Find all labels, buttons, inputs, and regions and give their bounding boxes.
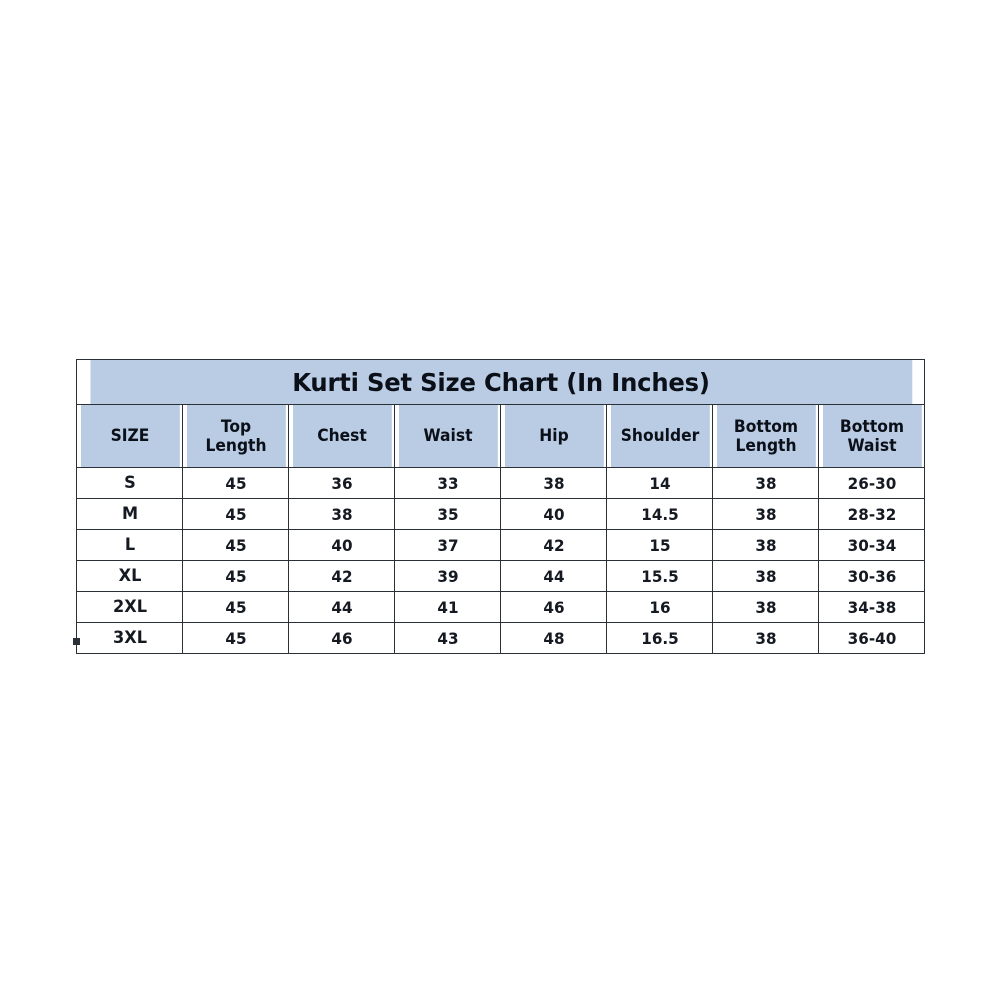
cell-bottom-length: 38 [714,498,817,530]
cell-size: XL [78,560,181,592]
cell-shoulder: 14.5 [608,498,711,530]
column-header-shoulder-line-1: Shoulder [620,426,699,446]
cell-shoulder: 16 [608,591,711,623]
column-header-bottom-waist-line-2: Waist [847,436,896,455]
cell-hip: 48 [502,622,605,654]
cell-hip: 42 [502,529,605,561]
cell-top-length: 45 [184,467,287,499]
column-header-top-length-line-2: Length [204,436,267,455]
scan-corner-marker [73,638,80,645]
column-header-hip: Hip [503,404,604,468]
cell-size: 3XL [78,622,181,654]
cell-waist: 43 [396,622,499,654]
cell-waist: 37 [396,529,499,561]
cell-hip: 44 [502,560,605,592]
column-header-size: SIZE [79,404,180,468]
cell-chest: 46 [290,622,393,654]
table-row: 3XL 45 46 43 48 16.5 38 36-40 [77,622,925,654]
cell-bottom-waist: 26-30 [820,467,923,499]
chart-title: Kurti Set Size Chart (In Inches) [88,359,913,405]
cell-bottom-waist: 30-36 [820,560,923,592]
cell-waist: 35 [396,498,499,530]
cell-bottom-waist: 36-40 [820,622,923,654]
cell-top-length: 45 [184,591,287,623]
table-row: 2XL 45 44 41 46 16 38 34-38 [77,591,925,623]
column-header-size-line-1: SIZE [110,426,149,446]
column-header-chest: Chest [291,404,392,468]
cell-size: 2XL [78,591,181,623]
cell-bottom-length: 38 [714,529,817,561]
cell-bottom-waist: 28-32 [820,498,923,530]
size-chart-container: Kurti Set Size Chart (In Inches) SIZE To… [73,359,925,654]
cell-waist: 33 [396,467,499,499]
cell-bottom-length: 38 [714,467,817,499]
cell-shoulder: 15.5 [608,560,711,592]
cell-hip: 38 [502,467,605,499]
cell-top-length: 45 [184,529,287,561]
cell-bottom-length: 38 [714,591,817,623]
column-header-bottom-waist: Bottom Waist [821,404,922,468]
cell-size: M [78,498,181,530]
cell-chest: 42 [290,560,393,592]
cell-bottom-length: 38 [714,560,817,592]
column-header-waist-line-1: Waist [423,426,472,446]
cell-chest: 40 [290,529,393,561]
column-header-waist: Waist [397,404,498,468]
cell-bottom-waist: 34-38 [820,591,923,623]
cell-size: L [78,529,181,561]
column-header-bottom-length-line-2: Length [734,436,797,455]
cell-chest: 38 [290,498,393,530]
column-header-top-length: Top Length [185,404,286,468]
table-row: L 45 40 37 42 15 38 30-34 [77,529,925,561]
column-header-hip-line-1: Hip [538,426,569,446]
chart-title-row: Kurti Set Size Chart (In Inches) [77,359,925,405]
size-chart-table: Kurti Set Size Chart (In Inches) SIZE To… [76,359,925,654]
cell-chest: 44 [290,591,393,623]
cell-shoulder: 14 [608,467,711,499]
cell-bottom-waist: 30-34 [820,529,923,561]
cell-size: S [78,467,181,499]
cell-shoulder: 16.5 [608,622,711,654]
cell-chest: 36 [290,467,393,499]
cell-hip: 46 [502,591,605,623]
column-header-chest-line-1: Chest [316,426,367,446]
cell-waist: 39 [396,560,499,592]
table-row: M 45 38 35 40 14.5 38 28-32 [77,498,925,530]
column-header-row: SIZE Top Length Chest Waist Hip Shoulder [77,404,925,468]
cell-shoulder: 15 [608,529,711,561]
column-header-bottom-length-line-1: Bottom [733,416,798,436]
cell-hip: 40 [502,498,605,530]
cell-waist: 41 [396,591,499,623]
table-row: S 45 36 33 38 14 38 26-30 [77,467,925,499]
cell-top-length: 45 [184,622,287,654]
cell-bottom-length: 38 [714,622,817,654]
column-header-bottom-waist-line-1: Bottom [839,416,904,436]
column-header-top-length-line-1: Top [220,416,251,436]
column-header-shoulder: Shoulder [609,404,710,468]
column-header-bottom-length: Bottom Length [715,404,816,468]
cell-top-length: 45 [184,560,287,592]
table-row: XL 45 42 39 44 15.5 38 30-36 [77,560,925,592]
cell-top-length: 45 [184,498,287,530]
